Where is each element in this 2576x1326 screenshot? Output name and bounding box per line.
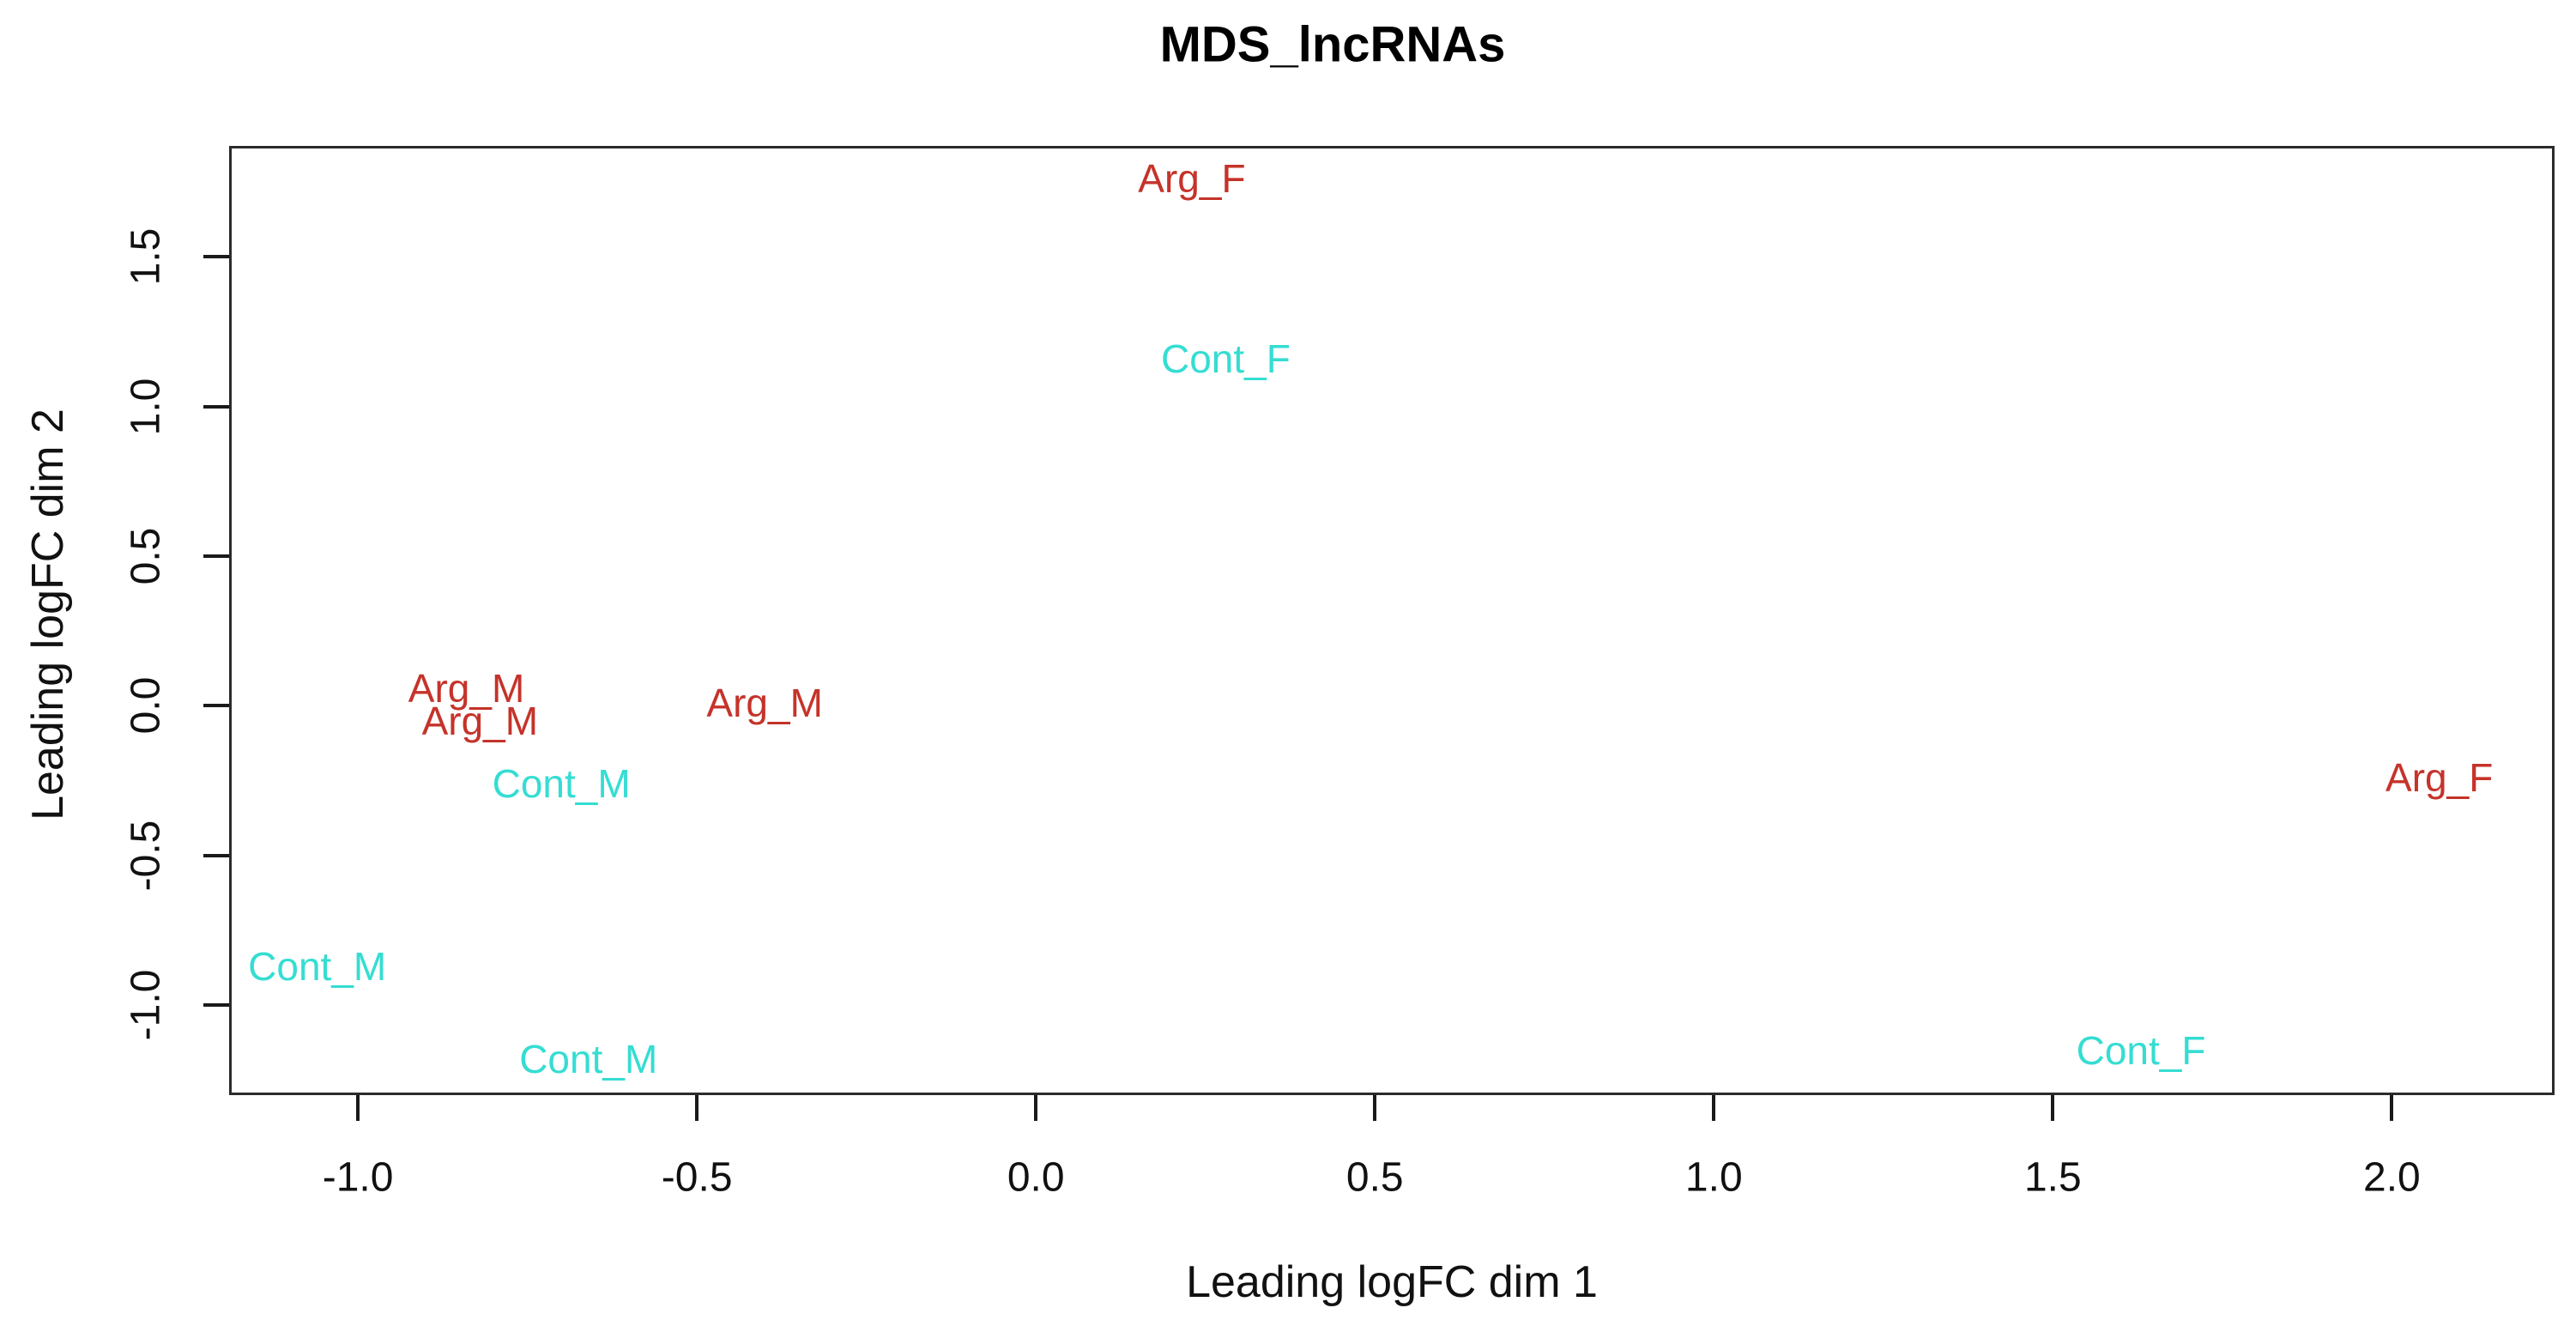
sample-label-cont_m: Cont_M (248, 943, 387, 989)
y-tick-mark (203, 853, 229, 857)
x-tick-label: -0.5 (661, 1154, 733, 1201)
x-tick-mark (1712, 1095, 1716, 1121)
x-tick-mark (2390, 1095, 2394, 1121)
y-tick-mark (203, 554, 229, 558)
sample-label-cont_m: Cont_M (492, 761, 631, 807)
y-tick-label: -1.0 (123, 969, 169, 1041)
chart-title: MDS_lncRNAs (1159, 16, 1506, 73)
sample-label-arg_m: Arg_M (408, 665, 525, 711)
plot-area-box (229, 146, 2555, 1095)
sample-label-arg_f: Arg_F (1138, 156, 1246, 202)
y-tick-mark (203, 1003, 229, 1008)
x-tick-mark (2051, 1095, 2055, 1121)
x-tick-mark (356, 1095, 360, 1121)
x-tick-label: 1.5 (2023, 1154, 2082, 1201)
sample-label-cont_f: Cont_F (2076, 1027, 2206, 1073)
x-tick-label: 1.0 (1684, 1154, 1743, 1201)
x-tick-mark (1373, 1095, 1377, 1121)
y-tick-label: 1.0 (123, 378, 169, 435)
sample-label-arg_f: Arg_F (2386, 755, 2494, 801)
y-tick-label: 0.0 (123, 677, 169, 735)
x-tick-label: 0.5 (1345, 1154, 1404, 1201)
x-axis-title: Leading logFC dim 1 (1186, 1257, 1598, 1307)
y-tick-mark (203, 255, 229, 259)
y-tick-label: -0.5 (123, 820, 169, 892)
sample-label-cont_f: Cont_F (1160, 336, 1291, 381)
x-tick-label: 0.0 (1007, 1154, 1065, 1201)
x-tick-mark (1034, 1095, 1038, 1121)
y-tick-mark (203, 404, 229, 409)
y-tick-mark (203, 704, 229, 708)
sample-label-arg_m: Arg_M (706, 680, 823, 725)
y-tick-label: 1.5 (123, 227, 169, 286)
sample-label-cont_m: Cont_M (519, 1037, 658, 1082)
y-tick-label: 0.5 (123, 527, 169, 585)
sample-label-arg_m: Arg_M (421, 698, 539, 743)
x-tick-mark (695, 1095, 699, 1121)
y-axis-title: Leading logFC dim 2 (23, 409, 73, 820)
x-tick-label: -1.0 (322, 1154, 394, 1201)
x-tick-label: 2.0 (2363, 1154, 2421, 1201)
